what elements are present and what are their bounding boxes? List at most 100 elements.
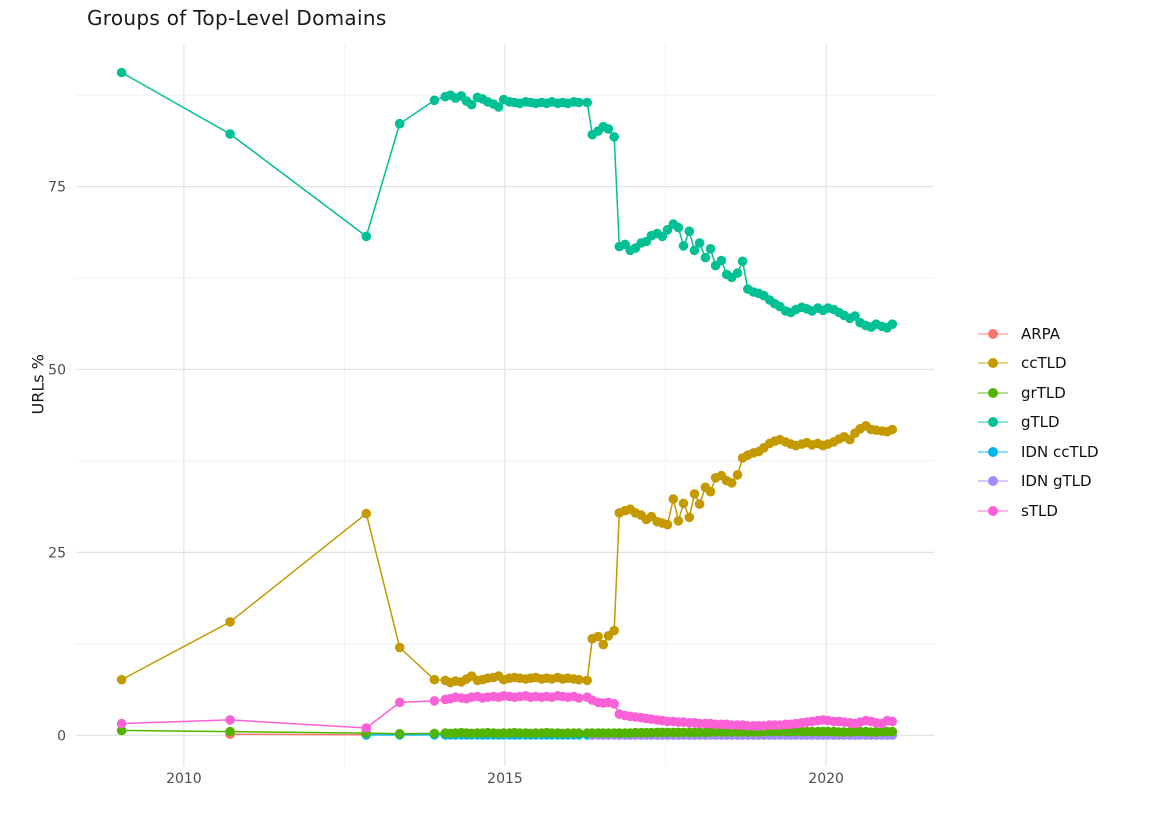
data-point-cctld <box>361 508 372 519</box>
data-point-gtld <box>737 256 748 267</box>
data-point-cctld <box>429 674 440 685</box>
x-tick-label: 2010 <box>166 771 202 787</box>
legend-key-idn-gtld-icon <box>978 475 1008 487</box>
legend-key-cctld-icon <box>978 357 1008 369</box>
legend-dot-idn-gtld <box>988 476 998 487</box>
data-point-gtld <box>429 95 440 106</box>
data-point-grtld <box>574 728 584 738</box>
legend-key-gtld-icon <box>978 416 1008 428</box>
data-point-gtld <box>466 99 477 110</box>
data-point-cctld <box>662 519 673 530</box>
data-point-gtld <box>678 241 689 251</box>
data-point-cctld <box>705 486 716 497</box>
legend-dot-cctld <box>988 358 998 369</box>
data-point-grtld <box>887 726 898 737</box>
data-point-stld <box>225 715 235 725</box>
data-point-cctld <box>574 674 584 685</box>
data-point-cctld <box>582 675 592 686</box>
legend: ARPA ccTLD grTLD gTLD IDN ccTLD IDN gTLD sTLD <box>978 319 1099 526</box>
series-points-stld <box>116 691 898 733</box>
y-tick-label: 75 <box>48 180 66 196</box>
data-point-gtld <box>850 311 860 321</box>
data-point-gtld <box>609 132 619 142</box>
legend-item-grtld: grTLD <box>978 378 1099 408</box>
data-point-cctld <box>845 434 855 445</box>
data-point-cctld <box>668 494 679 504</box>
data-point-cctld <box>732 470 743 480</box>
data-point-grtld <box>429 728 440 739</box>
legend-item-cctld: ccTLD <box>978 349 1099 379</box>
legend-dot-stld <box>988 505 998 516</box>
data-point-stld <box>394 697 405 708</box>
data-point-gtld <box>705 244 716 254</box>
series-line-gtld <box>121 71 893 329</box>
data-point-gtld <box>394 118 405 129</box>
data-point-stld <box>609 699 619 709</box>
x-tick-label: 2020 <box>808 771 844 787</box>
data-point-cctld <box>225 617 235 627</box>
data-point-grtld <box>116 725 127 736</box>
series-line-arpa <box>230 733 367 736</box>
legend-dot-gtld <box>988 417 998 428</box>
data-point-stld <box>887 716 898 727</box>
data-point-gtld <box>225 129 235 139</box>
data-point-cctld <box>678 498 689 509</box>
data-point-gtld <box>673 222 684 233</box>
data-point-gtld <box>694 238 705 248</box>
data-point-cctld <box>887 424 898 435</box>
data-point-gtld <box>361 231 372 242</box>
x-tick-label: 2015 <box>487 771 523 787</box>
data-point-gtld <box>116 67 127 78</box>
legend-label-gtld: gTLD <box>1021 413 1060 432</box>
data-point-stld <box>429 696 440 706</box>
chart-title: Groups of Top-Level Domains <box>87 6 387 30</box>
data-point-gtld <box>493 102 504 112</box>
data-point-gtld <box>684 226 695 237</box>
data-point-cctld <box>689 489 700 499</box>
data-point-cctld <box>673 516 684 526</box>
y-tick-label: 25 <box>48 545 66 561</box>
legend-label-cctld: ccTLD <box>1021 354 1067 373</box>
legend-label-stld: sTLD <box>1021 501 1058 520</box>
legend-key-grtld-icon <box>978 387 1008 399</box>
series-points-grtld <box>116 725 898 739</box>
data-point-cctld <box>684 512 695 523</box>
data-point-cctld <box>394 642 405 653</box>
data-point-stld <box>116 718 127 729</box>
legend-label-idn-cctld: IDN ccTLD <box>1021 442 1099 461</box>
data-point-gtld <box>700 252 711 263</box>
y-tick-label: 50 <box>48 363 66 379</box>
legend-key-idn-cctld-icon <box>978 446 1008 458</box>
series-points-gtld <box>116 67 898 333</box>
data-point-gtld <box>689 245 700 256</box>
legend-key-stld-icon <box>978 505 1008 517</box>
data-point-grtld <box>225 726 235 737</box>
data-point-stld <box>574 693 584 703</box>
y-axis-label: URLs % <box>28 354 48 415</box>
legend-item-stld: sTLD <box>978 496 1099 526</box>
data-point-gtld <box>603 124 614 134</box>
data-point-gtld <box>574 97 584 108</box>
y-tick-label: 0 <box>57 728 66 744</box>
legend-label-grtld: grTLD <box>1021 383 1066 402</box>
data-point-gtld <box>582 97 592 108</box>
data-point-gtld <box>732 268 743 278</box>
data-point-cctld <box>593 631 603 642</box>
legend-item-idn-gtld: IDN gTLD <box>978 467 1099 497</box>
legend-dot-arpa <box>988 328 998 339</box>
data-point-cctld <box>609 625 619 636</box>
data-point-cctld <box>598 639 609 650</box>
data-point-gtld <box>657 231 668 242</box>
data-point-cctld <box>116 674 127 685</box>
data-point-cctld <box>726 478 737 488</box>
legend-dot-grtld <box>988 387 998 398</box>
legend-label-idn-gtld: IDN gTLD <box>1021 472 1092 491</box>
series-points-cctld <box>116 421 898 688</box>
data-point-gtld <box>887 319 898 330</box>
data-point-cctld <box>694 499 705 509</box>
data-point-stld <box>361 723 372 733</box>
legend-dot-idn-cctld <box>988 446 998 457</box>
legend-item-idn-cctld: IDN ccTLD <box>978 437 1099 467</box>
